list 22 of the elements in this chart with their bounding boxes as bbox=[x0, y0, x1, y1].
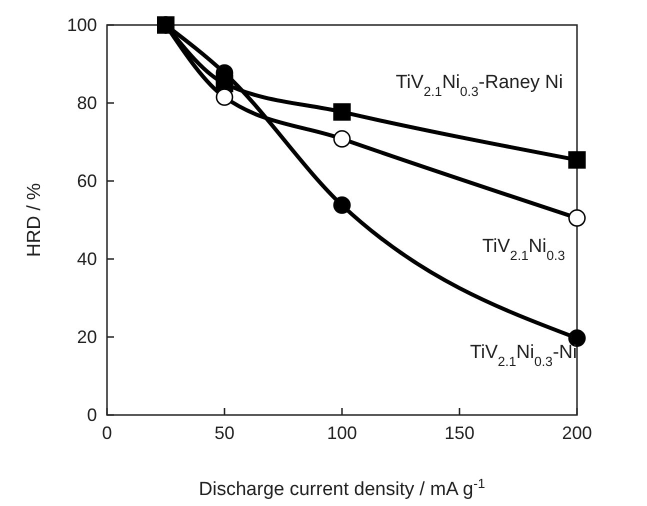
x-axis-title: Discharge current density / mA g$^{-1}$ bbox=[198, 476, 486, 500]
y-tick-label: 100 bbox=[66, 15, 97, 35]
y-tick-label: 0 bbox=[86, 405, 97, 425]
point bbox=[216, 88, 234, 106]
x-tick-label: 0 bbox=[102, 423, 112, 443]
series-label: TiV$_{2.1}$Ni$_{0.3}$-Raney Ni bbox=[396, 72, 563, 98]
point bbox=[333, 130, 351, 148]
x-tick-label: 150 bbox=[444, 423, 475, 443]
point bbox=[568, 209, 586, 227]
y-tick-label: 80 bbox=[76, 93, 97, 113]
series-label: TiV$_{2.1}$Ni$_{0.3}$ bbox=[482, 236, 565, 262]
point bbox=[568, 151, 586, 169]
x-tick-label: 200 bbox=[562, 423, 592, 443]
y-tick-label: 40 bbox=[76, 249, 97, 269]
y-axis-title: HRD / % bbox=[24, 182, 45, 257]
x-tick-label: 100 bbox=[326, 423, 358, 443]
y-tick-label: 60 bbox=[76, 171, 97, 191]
y-tick-label: 20 bbox=[76, 327, 97, 347]
series-label: TiV$_{2.1}$Ni$_{0.3}$-Ni bbox=[470, 342, 577, 368]
x-tick-label: 50 bbox=[214, 423, 235, 443]
point bbox=[333, 196, 351, 214]
point bbox=[333, 103, 351, 121]
